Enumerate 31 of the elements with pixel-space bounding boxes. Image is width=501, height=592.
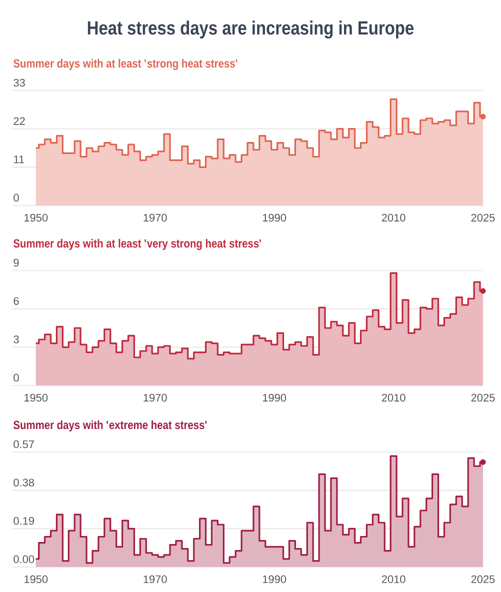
y-tick-label: 0.00 — [14, 555, 34, 564]
y-tick-label: 0.57 — [14, 440, 34, 448]
chart-title: Summer days with at least 'very strong heat stress' — [13, 238, 261, 250]
y-tick-label: 0 — [14, 194, 19, 202]
y-tick-label: 6 — [14, 297, 19, 305]
y-tick-label: 11 — [14, 156, 24, 164]
y-tick-label: 3 — [14, 336, 19, 344]
y-tick-label: 0 — [14, 374, 19, 382]
y-tick-label: 22 — [14, 117, 25, 125]
y-tick-label: 9 — [14, 258, 19, 267]
y-tick-label: 0.19 — [14, 517, 34, 525]
x-tick-label: 1950 — [24, 394, 48, 402]
x-tick-label: 2010 — [382, 214, 406, 222]
x-tick-label: 2025 — [471, 575, 495, 584]
x-tick-label: 1950 — [24, 214, 48, 222]
x-tick-label: 1970 — [144, 575, 167, 584]
y-tick-label: 0.38 — [14, 478, 34, 486]
chart-title: Summer days with 'extreme heat stress' — [13, 420, 207, 432]
x-tick-label: 2025 — [471, 394, 495, 402]
x-tick-label: 1990 — [262, 394, 286, 402]
x-tick-label: 1970 — [144, 394, 167, 402]
y-tick-label: 33 — [14, 78, 25, 87]
x-tick-label: 2010 — [382, 394, 406, 402]
x-tick-label: 2025 — [471, 214, 495, 222]
chart-subtitle: Summer days with at least 'strong heat stress' — [13, 58, 238, 70]
x-tick-label: 1990 — [262, 214, 286, 222]
x-tick-label: 1970 — [144, 214, 167, 222]
chart-title: Heat stress days are increasing in Europe — [88, 20, 414, 39]
x-tick-label: 1950 — [24, 575, 48, 584]
x-tick-label: 2010 — [382, 575, 406, 584]
x-tick-label: 1990 — [262, 575, 286, 584]
